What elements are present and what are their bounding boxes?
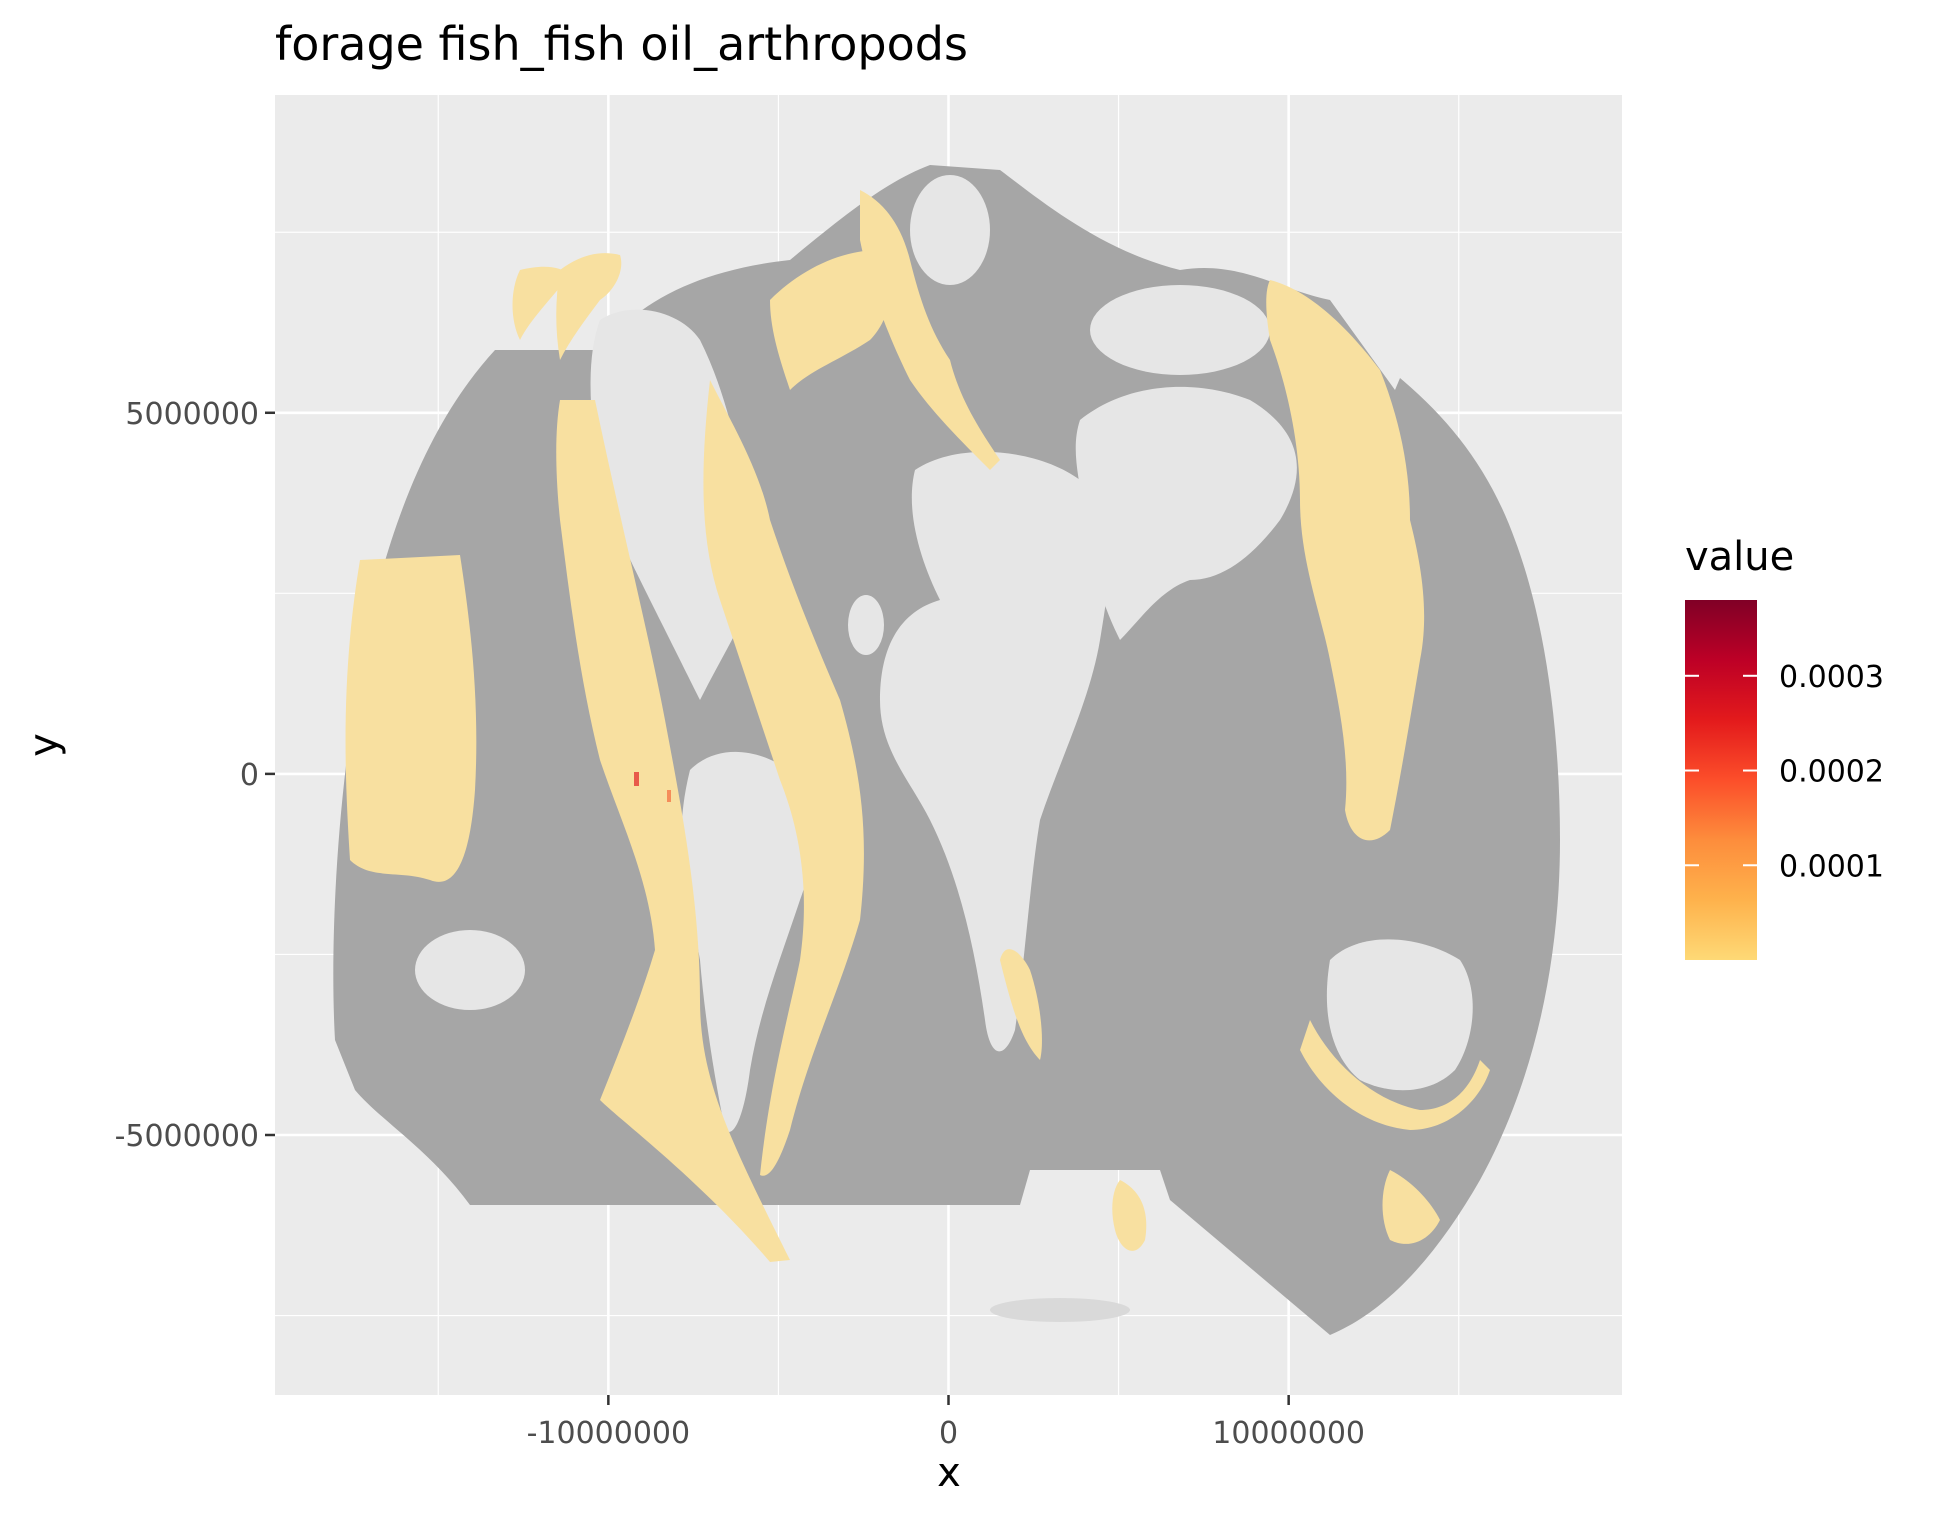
data-pacific-north-strip: [512, 266, 570, 340]
land-greenland: [910, 175, 990, 285]
legend-tick-label: 0.0001: [1779, 849, 1884, 884]
x-tick-label: 10000000: [1212, 1416, 1365, 1451]
data-pacific-east-band: [556, 400, 790, 1262]
legend-title: value: [1685, 534, 1794, 580]
y-tick-label: 5000000: [125, 397, 259, 432]
legend-tick-label: 0.0002: [1779, 755, 1884, 790]
land-africa-europe: [880, 451, 1109, 1052]
land-south-america: [681, 751, 814, 1132]
legend-tick-label: 0.0003: [1779, 660, 1884, 695]
land-pacific-island-b: [415, 930, 525, 1010]
data-gulf-stream: [770, 250, 891, 390]
data-indian-pacific-east: [1266, 280, 1425, 841]
data-southern-east: [1382, 1170, 1440, 1244]
data-coastal-africa: [1000, 949, 1042, 1060]
y-tick-label: -5000000: [115, 1119, 259, 1154]
x-axis-label: x: [937, 1450, 961, 1496]
land-antarctic-bits: [990, 1298, 1130, 1322]
x-tick-label: 0: [939, 1416, 958, 1451]
legend-colorbar: [1685, 600, 1757, 960]
land-islands-b: [848, 595, 884, 655]
hotspot-red: [634, 772, 639, 786]
x-tick-label: -10000000: [527, 1416, 691, 1451]
hotspot-orange: [667, 790, 671, 802]
legend-ticks: 0.0001 0.0002 0.0003: [1685, 660, 1884, 884]
plot-title: forage fish_fish oil_arthropods: [275, 17, 968, 71]
data-atlantic-west-band: [703, 380, 864, 1176]
y-axis-label: y: [21, 733, 67, 757]
axes: -10000000 0 10000000 5000000 0 -5000000: [115, 397, 1365, 1451]
data-pacific-west: [345, 555, 477, 882]
land-australia: [1326, 939, 1473, 1091]
data-arctic-bands: [860, 190, 1000, 470]
map-raster: [333, 165, 1561, 1335]
y-tick-label: 0: [240, 758, 259, 793]
land-siberia: [1090, 285, 1270, 375]
data-island-south: [1112, 1180, 1147, 1251]
data-north-atlantic-left: [556, 253, 622, 360]
land-arabia-asia: [1075, 386, 1297, 640]
data-coastal-australia: [1300, 1020, 1490, 1130]
